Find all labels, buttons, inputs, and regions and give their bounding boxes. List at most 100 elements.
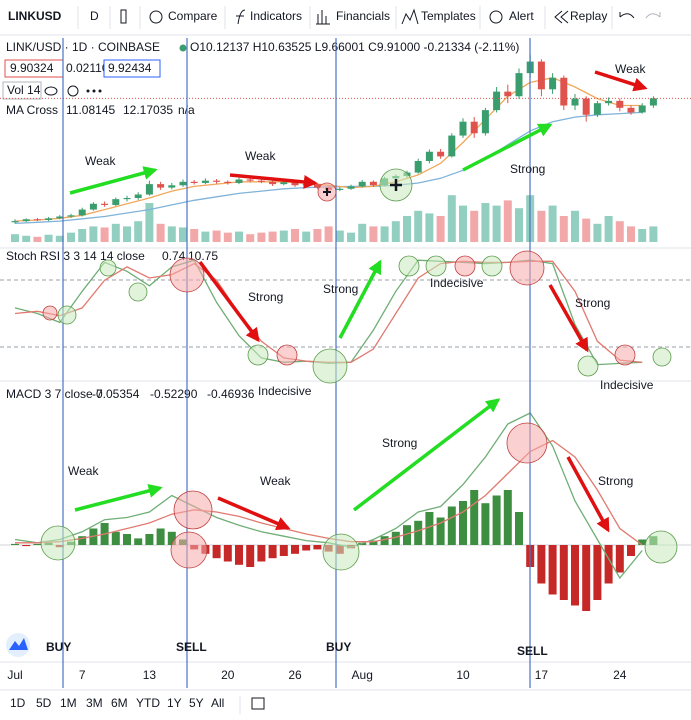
bid: 9.90324 xyxy=(10,61,54,75)
highlight-circle xyxy=(398,255,420,277)
x-tick-label: 24 xyxy=(613,668,627,682)
volume-bar xyxy=(111,223,120,242)
highlight-circle xyxy=(577,355,599,377)
x-tick-label: 13 xyxy=(143,668,157,682)
macd-histogram-bar xyxy=(212,545,221,559)
toolbar-button[interactable]: Indicators xyxy=(250,9,302,23)
templates-icon xyxy=(401,8,419,25)
candle-body xyxy=(638,105,646,113)
date-range-icon[interactable] xyxy=(251,697,265,710)
macd-histogram-bar xyxy=(582,545,591,611)
macd-histogram-bar xyxy=(492,495,501,545)
more-icon[interactable] xyxy=(86,89,90,93)
volume-bar xyxy=(212,230,221,242)
eye-icon[interactable] xyxy=(44,86,58,96)
macd-histogram-bar xyxy=(156,528,165,545)
macd-histogram-bar xyxy=(503,490,512,545)
symbol[interactable]: LINKUSD xyxy=(8,9,62,23)
candle-body xyxy=(481,110,489,134)
candle-body xyxy=(571,98,579,106)
vol-box[interactable] xyxy=(2,81,42,100)
ma-value: 12.17035 xyxy=(123,103,173,117)
volume-bar xyxy=(11,234,19,242)
gear-icon[interactable] xyxy=(67,85,79,97)
volume-bar xyxy=(55,235,64,242)
volume-bar xyxy=(302,231,311,242)
highlight-circle xyxy=(169,257,205,293)
volume-bar xyxy=(649,226,658,242)
volume-bar xyxy=(235,231,243,242)
toolbar-button[interactable]: Financials xyxy=(336,9,390,23)
highlight-circle xyxy=(128,282,148,302)
more-icon[interactable] xyxy=(92,89,96,93)
macd-histogram-bar xyxy=(403,525,411,545)
range-button[interactable]: 3M xyxy=(86,696,103,710)
signal-label: SELL xyxy=(517,644,548,658)
stoch-value: 10.75 xyxy=(188,249,218,263)
volume-bar xyxy=(515,208,523,242)
ma-name: MA Cross xyxy=(6,103,58,117)
range-button[interactable]: YTD xyxy=(136,696,160,710)
range-button[interactable]: All xyxy=(211,696,224,710)
macd-histogram-bar xyxy=(380,536,389,545)
more-icon[interactable] xyxy=(98,89,102,93)
undo-icon[interactable] xyxy=(619,12,635,19)
annotation: Weak xyxy=(260,474,291,488)
annotation: Strong xyxy=(598,474,633,488)
interval[interactable]: D xyxy=(90,9,99,23)
macd-histogram-bar xyxy=(279,545,288,556)
toolbar-button[interactable]: Replay xyxy=(570,9,607,23)
volume-bar xyxy=(380,226,389,242)
volume-bar xyxy=(403,216,411,242)
highlight-circle xyxy=(247,344,269,366)
volume-bar xyxy=(324,226,333,242)
highlight-circle xyxy=(644,530,678,564)
candle-body xyxy=(246,179,254,181)
range-button[interactable]: 1Y xyxy=(167,696,182,710)
volume-bar xyxy=(481,203,490,242)
range-button[interactable]: 1M xyxy=(60,696,77,710)
range-button[interactable]: 5Y xyxy=(189,696,204,710)
candle-body xyxy=(11,221,19,223)
macd-histogram-bar xyxy=(246,545,255,567)
trend-arrow xyxy=(217,496,291,531)
annotation: Indecisive xyxy=(258,384,312,398)
symbol-title: LINK/USD · 1D · COINBASE xyxy=(6,40,160,54)
volume-bar xyxy=(313,229,322,242)
volume-bar xyxy=(391,221,400,242)
macd-histogram-bar xyxy=(481,503,490,545)
indicators-icon xyxy=(236,9,246,25)
candle-body xyxy=(213,180,221,182)
range-button[interactable]: 1D xyxy=(10,696,26,710)
macd-histogram-bar xyxy=(470,490,479,545)
toolbar-button[interactable]: Compare xyxy=(168,9,218,23)
macd-histogram-bar xyxy=(257,545,266,562)
volume-bar xyxy=(201,231,210,242)
highlight-circle xyxy=(99,259,117,277)
candle-body xyxy=(425,151,433,161)
redo-icon[interactable] xyxy=(645,12,661,19)
candle-icon[interactable] xyxy=(120,9,127,24)
range-button[interactable]: 6M xyxy=(111,696,128,710)
highlight-circle xyxy=(173,490,213,530)
volume-bar xyxy=(604,216,613,242)
ohlc: O10.12137 H10.63525 L9.66001 C9.91000 -0… xyxy=(190,40,519,54)
candle-body xyxy=(347,186,355,189)
trend-arrow xyxy=(69,166,158,195)
alert-icon xyxy=(489,10,503,24)
candle-body xyxy=(582,98,590,115)
x-tick-label: 20 xyxy=(221,668,235,682)
highlight-circle xyxy=(506,422,548,464)
volume-bar xyxy=(335,230,344,242)
macd-histogram-bar xyxy=(615,545,624,573)
candle-body xyxy=(56,216,64,219)
range-button[interactable]: 5D xyxy=(36,696,52,710)
macd-histogram-bar xyxy=(235,545,243,565)
volume-bar xyxy=(257,232,266,242)
annotation: Strong xyxy=(248,290,283,304)
toolbar-button[interactable]: Alert xyxy=(509,9,534,23)
highlight-circle xyxy=(652,347,672,367)
annotation: Weak xyxy=(245,149,276,163)
toolbar-button[interactable]: Templates xyxy=(421,9,476,23)
macd-histogram-bar xyxy=(604,545,613,584)
